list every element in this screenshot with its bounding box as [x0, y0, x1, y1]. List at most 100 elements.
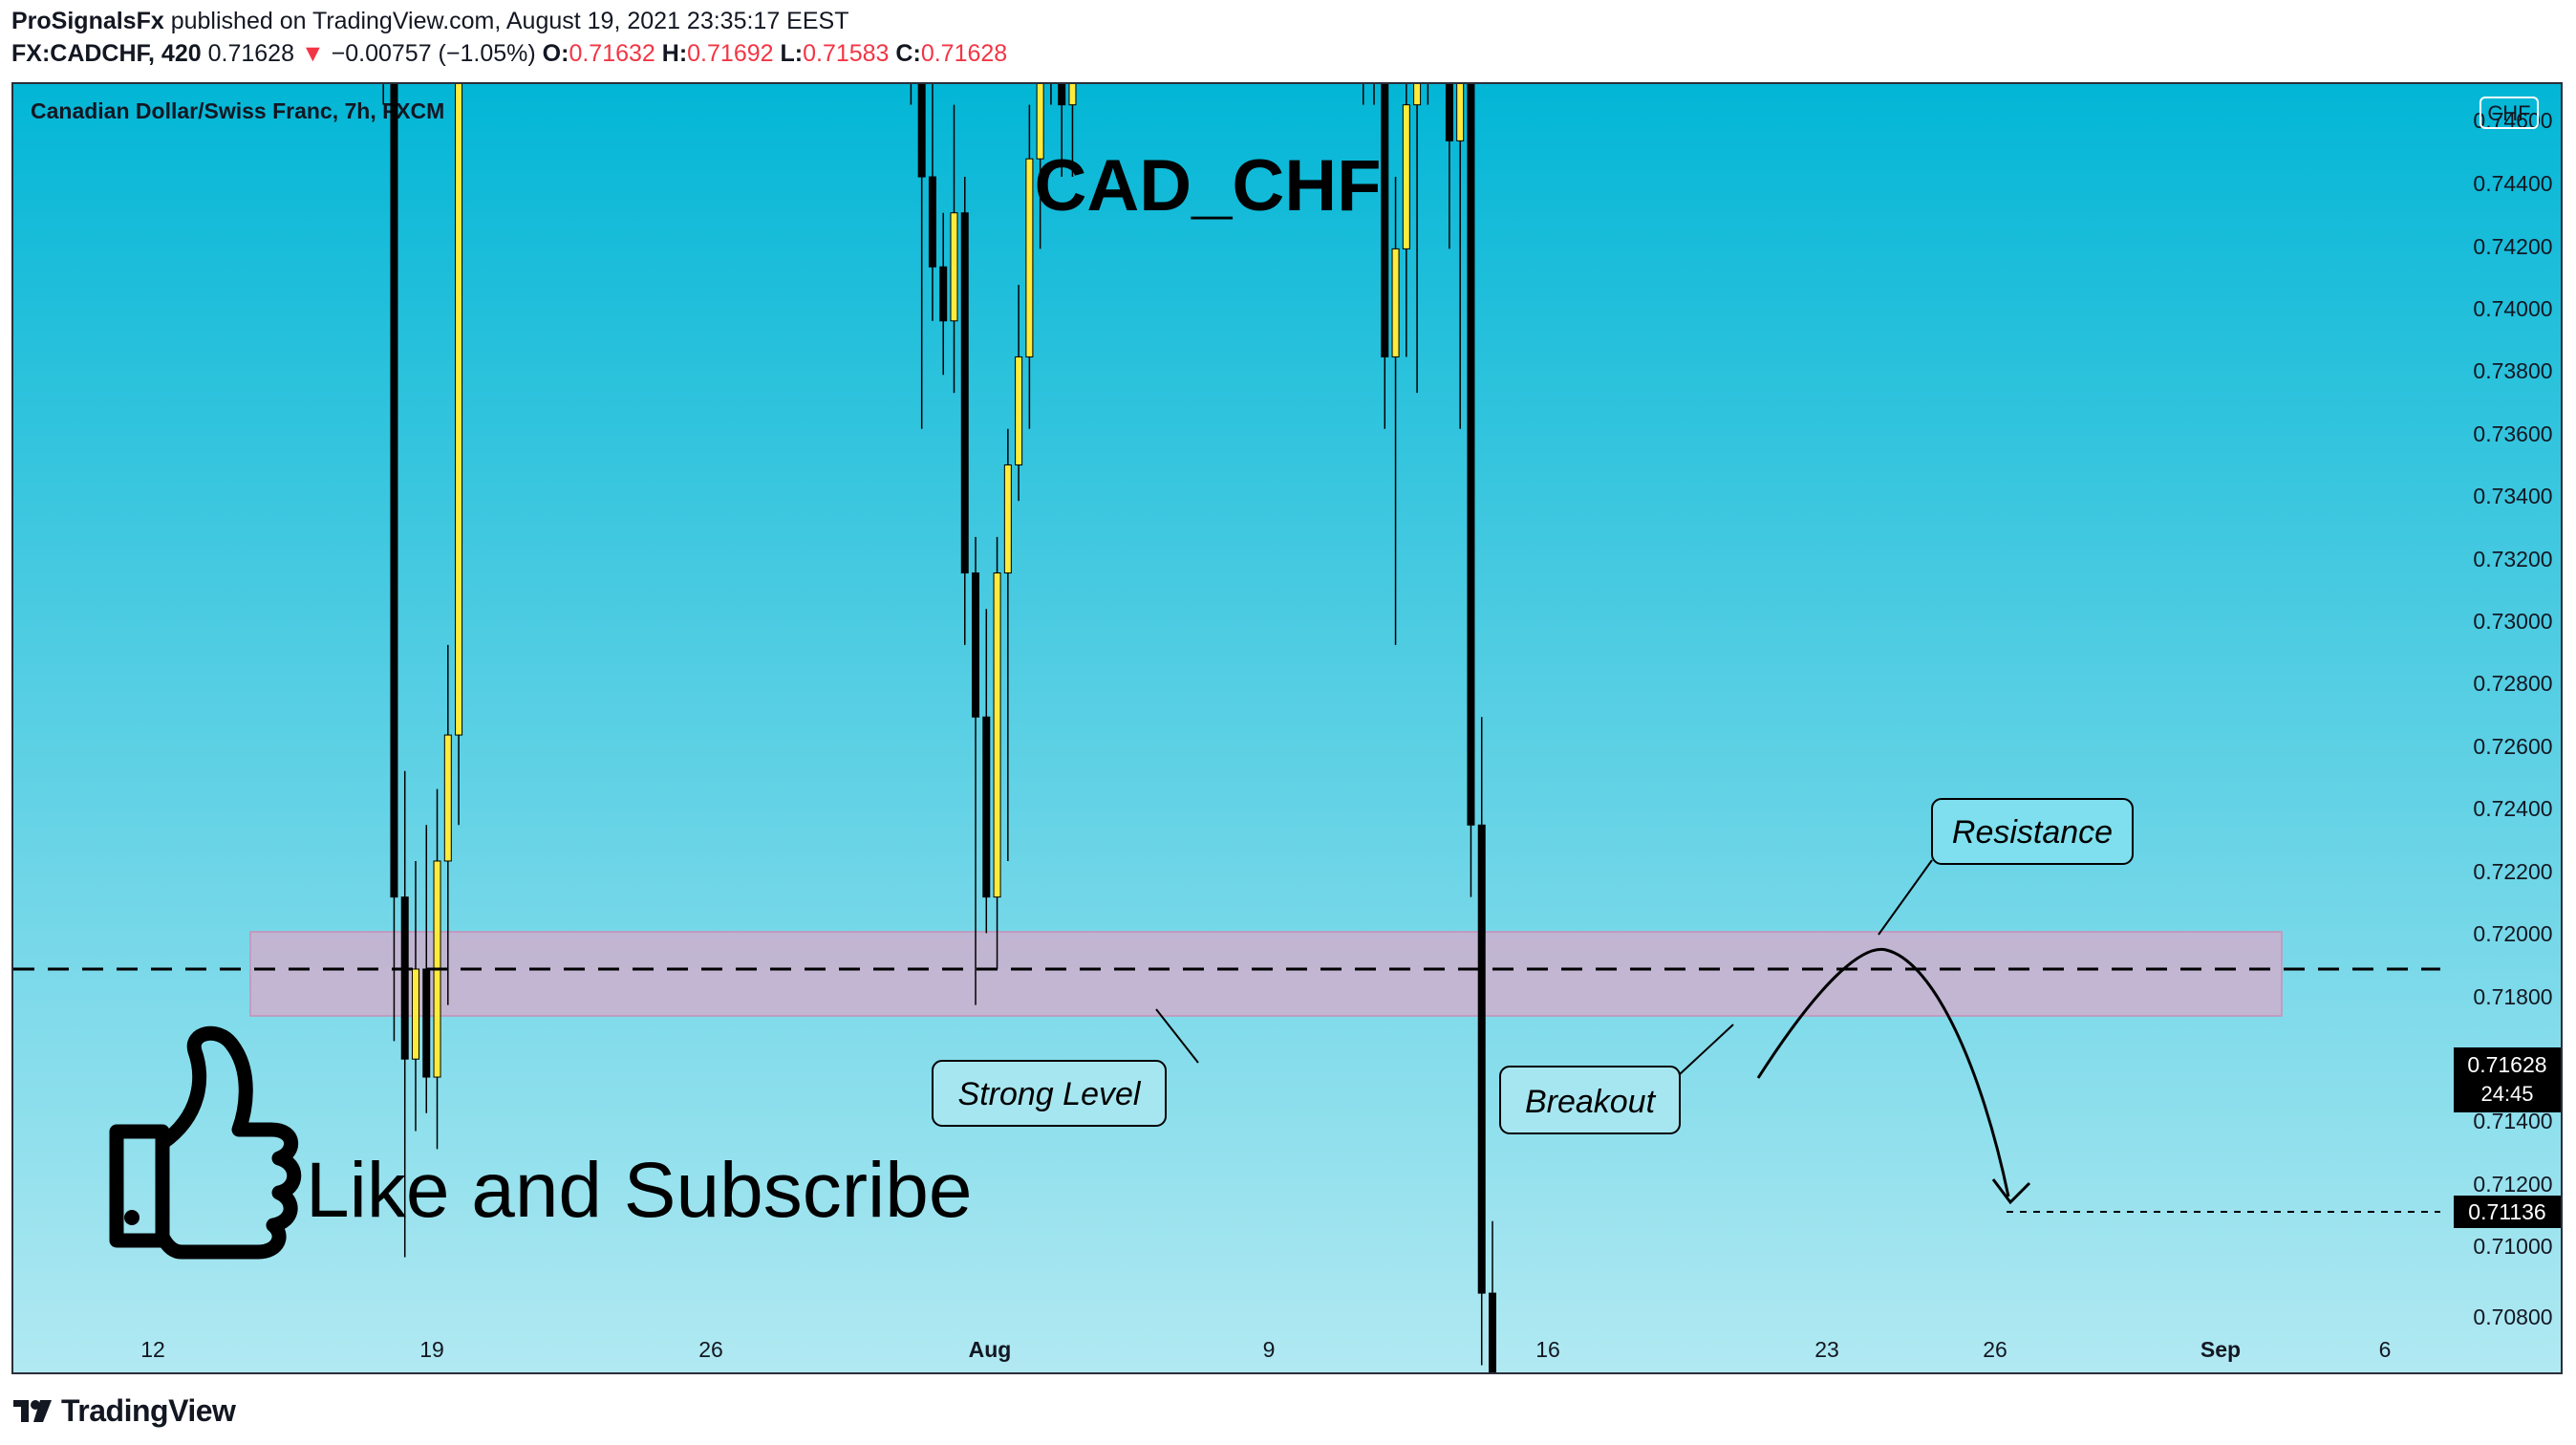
- open-value: 0.71632: [569, 40, 655, 67]
- tradingview-logo[interactable]: TradingView: [11, 1392, 236, 1428]
- time-tick-label: 9: [1263, 1337, 1276, 1362]
- price-tick-label: 0.72600: [2473, 734, 2552, 759]
- publish-line: ProSignalsFx published on TradingView.co…: [11, 8, 848, 35]
- instrument-label: Canadian Dollar/Swiss Franc, 7h, FXCM: [31, 98, 444, 123]
- time-tick-label: 23: [1814, 1337, 1839, 1362]
- target-price-badge: [2454, 1196, 2561, 1228]
- candle-body[interactable]: [1488, 1292, 1496, 1372]
- resistance-label: Resistance: [1952, 814, 2113, 851]
- candle-body[interactable]: [455, 84, 463, 736]
- last-price: 0.71628: [207, 40, 294, 67]
- price-tick-label: 0.74200: [2473, 234, 2552, 259]
- candle-body[interactable]: [982, 716, 991, 898]
- candle-body[interactable]: [960, 212, 969, 574]
- price-tick-label: 0.72800: [2473, 671, 2552, 696]
- candle-body[interactable]: [1025, 158, 1034, 357]
- candle-body[interactable]: [1402, 104, 1410, 249]
- time-tick-label: 19: [419, 1337, 444, 1362]
- close-label: C:: [895, 40, 921, 67]
- strong-level-callout-box[interactable]: [932, 1060, 1167, 1127]
- last-price-badge-value: 0.71628: [2467, 1052, 2546, 1077]
- candle-body[interactable]: [422, 968, 431, 1078]
- time-axis[interactable]: 12 19 26 Aug 9 16 23 26 Sep 6: [140, 1337, 2391, 1362]
- candle-body[interactable]: [993, 572, 1001, 898]
- breakout-callout-line: [1679, 1024, 1734, 1075]
- candle-body[interactable]: [443, 734, 452, 862]
- like-subscribe-text: Like and Subscribe: [306, 1147, 972, 1234]
- price-tick-label: 0.71000: [2473, 1234, 2552, 1259]
- countdown-badge-value: 24:45: [2480, 1082, 2533, 1106]
- chart-title: CAD_CHF: [1034, 145, 1381, 226]
- price-tick-label: 0.73000: [2473, 609, 2552, 634]
- candle-body[interactable]: [928, 176, 936, 268]
- candle-body[interactable]: [972, 572, 980, 718]
- price-tick-label: 0.71400: [2473, 1109, 2552, 1133]
- resistance-callout-line: [1878, 859, 1933, 936]
- price-tick-label: 0.70800: [2473, 1305, 2552, 1329]
- time-tick-label: 26: [1983, 1337, 2007, 1362]
- open-label: O:: [542, 40, 569, 67]
- published-text: published on TradingView.com, August 19,…: [170, 8, 849, 34]
- price-tick-label: 0.72400: [2473, 796, 2552, 821]
- price-tick-label: 0.73400: [2473, 484, 2552, 508]
- candle-body[interactable]: [1068, 84, 1077, 106]
- candles-group: [382, 84, 1496, 1372]
- price-tick-label: 0.73600: [2473, 421, 2552, 446]
- candle-body[interactable]: [1477, 824, 1486, 1294]
- candle-body[interactable]: [1467, 84, 1475, 826]
- currency-badge-label: CHF: [2487, 101, 2530, 125]
- arrow-head-icon: [1991, 1178, 2031, 1205]
- candle-body[interactable]: [1003, 464, 1012, 574]
- candle-body[interactable]: [1036, 84, 1044, 160]
- time-tick-label: Sep: [2200, 1337, 2241, 1362]
- thumbs-up-icon: [109, 1025, 302, 1260]
- time-tick-label: 12: [140, 1337, 165, 1362]
- candlestick-chart[interactable]: Canadian Dollar/Swiss Franc, 7h, FXCM CA…: [13, 84, 2561, 1372]
- resistance-callout-box[interactable]: [1931, 798, 2134, 865]
- candle-body[interactable]: [1456, 84, 1465, 141]
- time-tick-label: 26: [698, 1337, 723, 1362]
- price-axis[interactable]: 0.746000.744000.742000.740000.738000.736…: [2473, 108, 2552, 1329]
- candle-body[interactable]: [390, 84, 398, 898]
- candle-body[interactable]: [950, 212, 958, 322]
- target-price-badge-value: 0.71136: [2468, 1199, 2545, 1224]
- projection-arrow-path: [1756, 947, 2010, 1197]
- ohlc-line: FX:CADCHF, 420 0.71628 ▼ −0.00757 (−1.05…: [11, 40, 1007, 68]
- candle-body[interactable]: [1015, 356, 1023, 465]
- price-tick-label: 0.71200: [2473, 1172, 2552, 1197]
- candle-body[interactable]: [917, 84, 926, 178]
- chart-frame[interactable]: Canadian Dollar/Swiss Franc, 7h, FXCM CA…: [11, 82, 2563, 1374]
- candle-body[interactable]: [1413, 84, 1422, 106]
- publisher-name[interactable]: ProSignalsFx: [11, 8, 164, 34]
- footer-brand: TradingView: [61, 1392, 236, 1428]
- candle-body[interactable]: [1058, 84, 1066, 106]
- chart-background: [13, 84, 2561, 1372]
- candle-body[interactable]: [1381, 84, 1389, 357]
- candle-body[interactable]: [1445, 84, 1453, 141]
- time-tick-label: 16: [1535, 1337, 1560, 1362]
- candle-body[interactable]: [400, 896, 409, 1060]
- low-label: L:: [780, 40, 804, 67]
- price-tick-label: 0.74000: [2473, 296, 2552, 321]
- candle-body[interactable]: [1391, 248, 1400, 357]
- candle-body[interactable]: [411, 968, 419, 1060]
- currency-badge[interactable]: [2479, 97, 2539, 129]
- breakout-label: Breakout: [1525, 1084, 1657, 1120]
- price-tick-label: 0.73800: [2473, 358, 2552, 383]
- time-tick-label: 6: [2379, 1337, 2392, 1362]
- price-tick-label: 0.73200: [2473, 547, 2552, 572]
- change-value: −0.00757 (−1.05%): [331, 40, 536, 67]
- high-value: 0.71692: [687, 40, 774, 67]
- strong-level-zone[interactable]: [249, 931, 2283, 1017]
- price-tick-label: 0.72200: [2473, 859, 2552, 884]
- price-tick-label: 0.71800: [2473, 984, 2552, 1009]
- change-arrow-icon: ▼: [300, 40, 325, 67]
- symbol-label: FX:CADCHF, 420: [11, 40, 202, 67]
- strong-level-label: Strong Level: [958, 1076, 1142, 1112]
- candle-body[interactable]: [939, 266, 948, 322]
- strong-level-callout-line: [1155, 1008, 1199, 1064]
- breakout-callout-box[interactable]: [1499, 1066, 1681, 1134]
- close-value: 0.71628: [920, 40, 1008, 67]
- tradingview-logo-icon: [13, 1400, 52, 1422]
- price-tick-label: 0.74400: [2473, 171, 2552, 196]
